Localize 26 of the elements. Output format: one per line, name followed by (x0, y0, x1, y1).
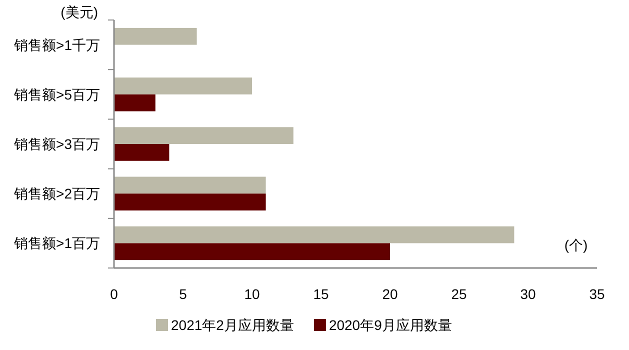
x-tick-label: 5 (179, 286, 188, 302)
bar (114, 243, 390, 260)
bar (114, 226, 514, 244)
bar (114, 176, 266, 194)
bar (114, 28, 197, 45)
bar (114, 127, 294, 144)
x-axis-title: (个) (564, 237, 588, 253)
x-tick-label: 0 (110, 286, 118, 302)
x-tick-label: 15 (313, 286, 329, 302)
bar (114, 144, 170, 161)
y-tick-label: 销售额>1百万 (13, 235, 100, 252)
legend-label: 2021年2月应用数量 (171, 317, 294, 333)
bar (114, 94, 156, 112)
y-tick-label: 销售额>1千万 (13, 36, 100, 53)
x-tick-label: 35 (589, 286, 605, 302)
bar (114, 194, 266, 210)
y-tick-label: 销售额>3百万 (13, 136, 100, 152)
x-tick-label: 25 (451, 286, 467, 302)
x-tick-label: 30 (520, 286, 536, 302)
bar (114, 78, 252, 94)
y-axis-title: (美元) (60, 4, 98, 20)
y-tick-label: 销售额>2百万 (13, 186, 100, 202)
y-tick-label: 销售额>5百万 (13, 86, 100, 102)
x-tick-label: 10 (244, 286, 260, 302)
x-tick-label: 20 (382, 286, 398, 302)
legend-label: 2020年9月应用数量 (328, 317, 452, 333)
